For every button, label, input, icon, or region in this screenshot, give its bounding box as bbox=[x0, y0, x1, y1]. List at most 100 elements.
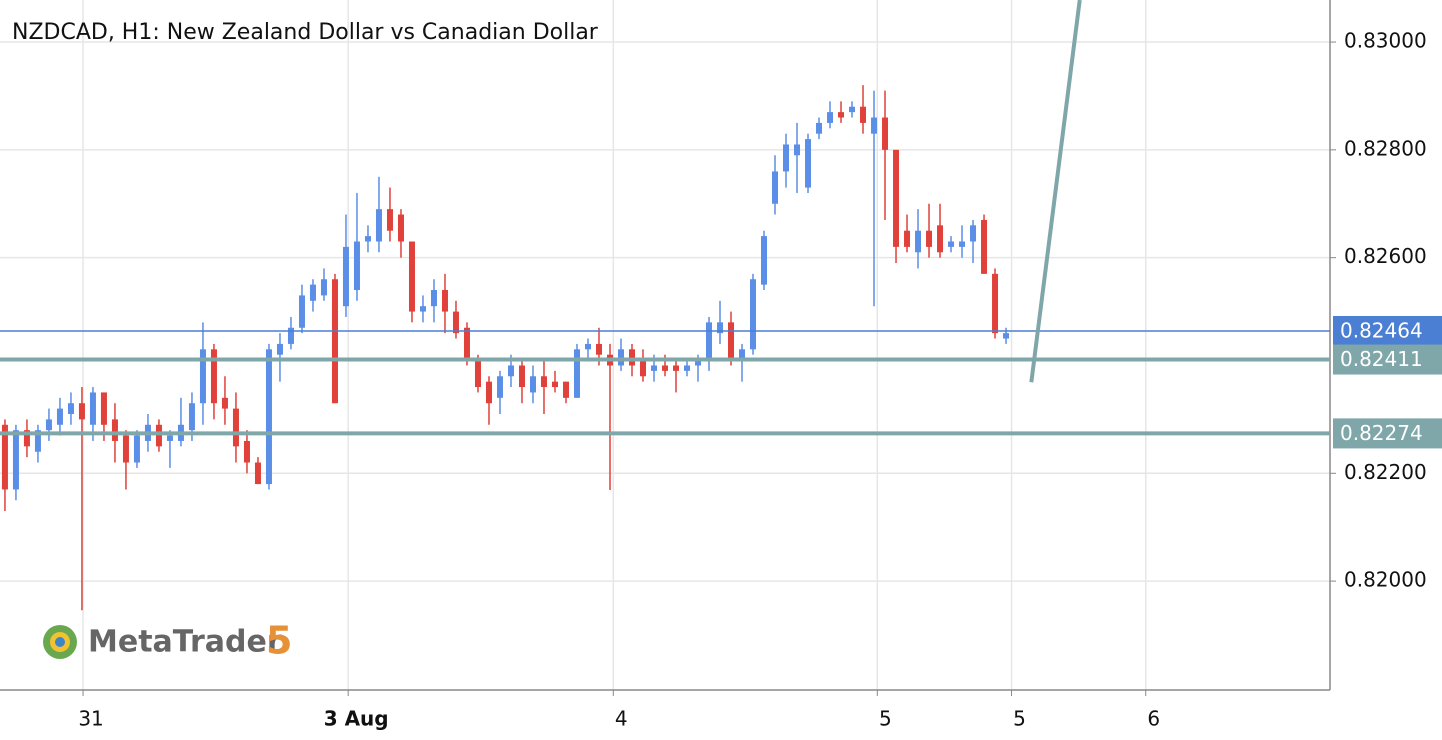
candle-body bbox=[805, 139, 812, 188]
candle-body bbox=[816, 122, 823, 134]
candle-body bbox=[463, 327, 470, 361]
candle-body bbox=[485, 381, 492, 404]
grid bbox=[0, 0, 1330, 690]
x-tick-label: 5 bbox=[879, 707, 892, 731]
candle-body bbox=[199, 349, 206, 404]
candle-body bbox=[287, 327, 294, 344]
level-tag bbox=[1333, 315, 1442, 346]
candle-body bbox=[232, 408, 239, 447]
candle-body bbox=[838, 112, 845, 118]
candle-body bbox=[849, 106, 856, 113]
candle-body bbox=[1, 424, 8, 490]
candle-body bbox=[1003, 333, 1010, 339]
candle-body bbox=[243, 440, 250, 463]
candle-body bbox=[706, 322, 713, 361]
candle-body bbox=[188, 403, 195, 431]
candle-body bbox=[496, 376, 503, 398]
candle-body bbox=[827, 112, 834, 123]
y-tick-label: 0.82200 bbox=[1344, 460, 1427, 484]
x-tick-label: 4 bbox=[615, 707, 628, 731]
candle-body bbox=[155, 424, 162, 447]
level-label: 0.82464 bbox=[1340, 318, 1423, 342]
candle-body bbox=[408, 241, 415, 312]
x-tick-label: 5 bbox=[1013, 707, 1026, 731]
candle-body bbox=[89, 392, 96, 425]
candle-body bbox=[375, 209, 382, 242]
candle-body bbox=[750, 279, 757, 350]
y-tick-label: 0.82800 bbox=[1344, 136, 1427, 160]
level-label: 0.82411 bbox=[1340, 347, 1423, 371]
candle-body bbox=[893, 149, 900, 247]
candle-body bbox=[353, 241, 360, 291]
candle-body bbox=[210, 349, 217, 404]
candle-body bbox=[474, 360, 481, 388]
candle-body bbox=[959, 241, 966, 247]
candle-body bbox=[419, 306, 426, 312]
logo-name: MetaTrader bbox=[88, 625, 282, 660]
logo: MetaTrader 5 bbox=[43, 619, 292, 663]
marks bbox=[1, 85, 1010, 611]
candle-body bbox=[166, 435, 173, 441]
candle-body bbox=[67, 403, 74, 414]
y-tick-label: 0.82600 bbox=[1344, 244, 1427, 268]
level-tag bbox=[1333, 418, 1442, 449]
candle-body bbox=[650, 365, 657, 371]
candle-body bbox=[34, 430, 41, 452]
candle-body bbox=[309, 284, 316, 301]
candle-body bbox=[871, 117, 878, 134]
candle-body bbox=[970, 225, 977, 242]
candle-body bbox=[981, 219, 988, 274]
candle-body bbox=[298, 295, 305, 328]
candle-body bbox=[882, 117, 889, 150]
logo-icon bbox=[55, 637, 65, 647]
level-label: 0.82274 bbox=[1340, 421, 1423, 445]
candle-body bbox=[628, 349, 635, 366]
candle-body bbox=[783, 144, 790, 172]
candle-body bbox=[937, 225, 944, 253]
candle-body bbox=[562, 381, 569, 398]
candle-body bbox=[386, 209, 393, 231]
candle-body bbox=[507, 365, 514, 377]
candle-body bbox=[452, 311, 459, 334]
level-tag bbox=[1333, 344, 1442, 375]
logo-version: 5 bbox=[266, 619, 292, 663]
candle-body bbox=[265, 349, 272, 485]
candle-body bbox=[12, 430, 19, 490]
candle-body bbox=[518, 365, 525, 388]
candle-body bbox=[111, 419, 118, 441]
candle-body bbox=[695, 360, 702, 366]
candle-body bbox=[254, 462, 261, 485]
candle-body bbox=[331, 279, 338, 404]
candle-body bbox=[992, 273, 999, 334]
candle-body bbox=[584, 343, 591, 350]
candle-body bbox=[78, 403, 85, 420]
candle-body bbox=[926, 230, 933, 247]
x-tick-label: 31 bbox=[78, 707, 103, 731]
candle-body bbox=[717, 322, 724, 334]
candle-body bbox=[45, 419, 52, 431]
candle-body bbox=[617, 349, 624, 366]
candle-body bbox=[397, 214, 404, 242]
candle-body bbox=[794, 144, 801, 156]
candle-body bbox=[100, 392, 107, 425]
x-tick-label: 6 bbox=[1147, 707, 1160, 731]
candle-body bbox=[540, 376, 547, 388]
candle-body bbox=[728, 322, 735, 361]
candle-body bbox=[904, 230, 911, 247]
candle-body bbox=[573, 349, 580, 398]
candle-body bbox=[551, 381, 558, 388]
candle-body bbox=[441, 290, 448, 312]
candle-body bbox=[221, 397, 228, 409]
candle-body bbox=[320, 279, 327, 296]
x-tick-label: 3 Aug bbox=[324, 707, 389, 731]
candle-body bbox=[639, 360, 646, 377]
candle-body bbox=[948, 241, 955, 247]
candle-body bbox=[276, 343, 283, 355]
candle-body bbox=[662, 365, 668, 371]
candle-body bbox=[684, 365, 691, 371]
candle-body bbox=[860, 106, 867, 123]
candle-body bbox=[595, 343, 602, 355]
chart-title: NZDCAD, H1: New Zealand Dollar vs Canadi… bbox=[12, 20, 599, 45]
